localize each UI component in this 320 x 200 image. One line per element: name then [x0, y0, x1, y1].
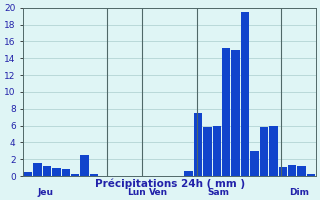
- Bar: [61, 169, 70, 176]
- Text: Lun: Lun: [127, 188, 146, 197]
- Bar: [24, 172, 32, 176]
- Bar: [43, 166, 51, 176]
- Bar: [231, 50, 240, 176]
- Bar: [80, 155, 89, 176]
- Text: Jeu: Jeu: [38, 188, 54, 197]
- Bar: [184, 171, 193, 176]
- Bar: [250, 151, 259, 176]
- Bar: [222, 48, 230, 176]
- Bar: [307, 174, 316, 176]
- Bar: [90, 174, 98, 176]
- Text: Sam: Sam: [208, 188, 229, 197]
- Bar: [194, 113, 202, 176]
- Bar: [52, 168, 60, 176]
- Bar: [33, 163, 42, 176]
- Text: Ven: Ven: [149, 188, 168, 197]
- Text: Dim: Dim: [290, 188, 309, 197]
- Bar: [71, 174, 79, 176]
- Bar: [288, 165, 297, 176]
- Bar: [260, 127, 268, 176]
- Bar: [212, 126, 221, 176]
- Bar: [269, 126, 278, 176]
- Bar: [241, 12, 249, 176]
- Bar: [278, 167, 287, 176]
- Bar: [203, 127, 212, 176]
- X-axis label: Précipitations 24h ( mm ): Précipitations 24h ( mm ): [94, 179, 244, 189]
- Bar: [297, 166, 306, 176]
